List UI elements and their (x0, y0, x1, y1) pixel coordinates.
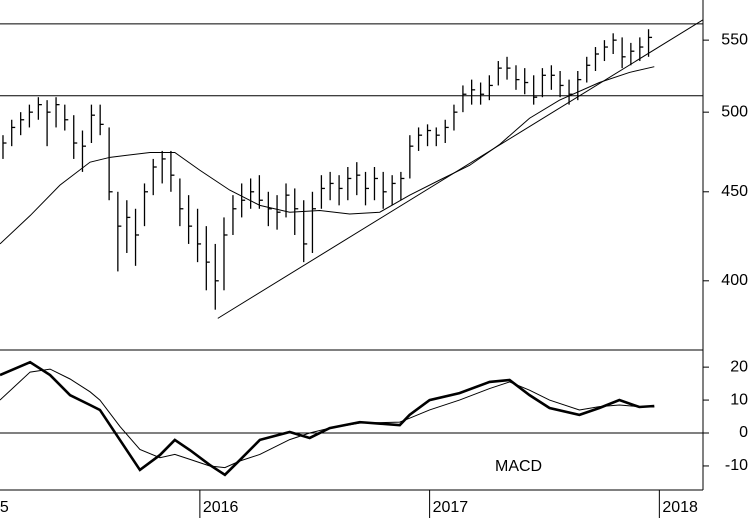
x-tick-label: 2016 (203, 499, 239, 516)
axes: 400 450 500 550 -10 0 10 20 (703, 31, 748, 474)
trendline (217, 19, 703, 319)
macd-line (0, 368, 655, 469)
x-tick-label: 2018 (662, 499, 698, 516)
y-tick-label: 400 (721, 272, 748, 289)
y-tick-label: 500 (721, 103, 748, 120)
panel-label: MACD (495, 458, 542, 475)
y-tick-label: -10 (725, 457, 748, 474)
moving-average (0, 66, 655, 245)
macd-line (0, 360, 655, 477)
y-tick-label: 10 (730, 391, 748, 408)
x-tick-label: 2017 (433, 499, 469, 516)
plot-area: MACD 2015 2016 2017 2018 (0, 19, 703, 518)
y-tick-label: 20 (730, 358, 748, 375)
y-tick-label: 0 (739, 424, 748, 441)
x-tick-label: 2015 (0, 499, 9, 516)
y-tick-label: 550 (721, 31, 748, 48)
y-tick-label: 450 (721, 183, 748, 200)
